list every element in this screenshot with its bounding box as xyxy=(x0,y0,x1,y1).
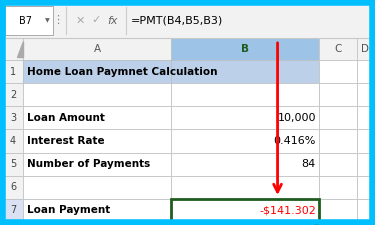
Text: 84: 84 xyxy=(302,159,316,169)
Bar xyxy=(171,83,319,106)
Bar xyxy=(319,129,357,153)
Bar xyxy=(23,129,171,153)
Bar xyxy=(319,38,357,60)
Text: ✓: ✓ xyxy=(92,16,100,25)
Text: A: A xyxy=(93,44,100,54)
Text: B7: B7 xyxy=(19,16,32,25)
Bar xyxy=(23,106,171,129)
Text: 4: 4 xyxy=(10,136,16,146)
Bar xyxy=(171,199,319,222)
Bar xyxy=(171,106,319,129)
Text: Loan Payment: Loan Payment xyxy=(27,205,110,215)
Bar xyxy=(23,199,171,222)
Bar xyxy=(3,38,372,60)
Bar xyxy=(3,60,23,83)
Text: ⋮: ⋮ xyxy=(53,16,63,25)
Bar xyxy=(171,60,319,83)
Text: 2: 2 xyxy=(10,90,16,100)
Text: Interest Rate: Interest Rate xyxy=(27,136,105,146)
Text: 10,000: 10,000 xyxy=(278,113,316,123)
Bar xyxy=(3,38,23,60)
Bar xyxy=(319,83,357,106)
Bar xyxy=(319,176,357,199)
Bar xyxy=(357,38,372,60)
Bar xyxy=(3,3,372,38)
Text: B: B xyxy=(241,44,249,54)
Bar xyxy=(171,129,319,153)
Bar xyxy=(171,199,319,222)
Bar xyxy=(319,153,357,176)
Bar xyxy=(3,83,23,106)
Bar xyxy=(3,129,23,153)
Bar xyxy=(319,106,357,129)
Bar xyxy=(171,176,319,199)
Bar xyxy=(3,153,23,176)
Text: Loan Amount: Loan Amount xyxy=(27,113,105,123)
Bar xyxy=(23,60,171,83)
Bar xyxy=(5,6,53,35)
Bar xyxy=(357,106,372,129)
Bar xyxy=(3,199,23,222)
Bar xyxy=(171,38,319,60)
Text: fx: fx xyxy=(107,16,117,25)
Bar xyxy=(23,153,171,176)
Text: =PMT(B4,B5,B3): =PMT(B4,B5,B3) xyxy=(131,16,223,25)
Bar xyxy=(314,220,319,225)
Bar xyxy=(357,129,372,153)
Bar xyxy=(357,176,372,199)
Bar xyxy=(23,176,171,199)
Bar xyxy=(3,3,372,38)
Bar xyxy=(357,60,372,83)
Text: 6: 6 xyxy=(10,182,16,192)
Text: 0.416%: 0.416% xyxy=(274,136,316,146)
Text: ▼: ▼ xyxy=(45,18,50,23)
Text: 5: 5 xyxy=(10,159,16,169)
Text: -$141.302: -$141.302 xyxy=(259,205,316,215)
Bar xyxy=(3,106,23,129)
Bar xyxy=(357,153,372,176)
Text: 7: 7 xyxy=(10,205,16,215)
Text: Home Loan Paymnet Calculation: Home Loan Paymnet Calculation xyxy=(27,67,218,76)
Bar xyxy=(319,60,357,83)
Text: ✕: ✕ xyxy=(75,16,85,25)
Bar xyxy=(171,153,319,176)
Text: D: D xyxy=(360,44,369,54)
Bar xyxy=(3,176,23,199)
Bar xyxy=(357,83,372,106)
Bar xyxy=(23,38,171,60)
Text: 3: 3 xyxy=(10,113,16,123)
Text: 1: 1 xyxy=(10,67,16,76)
Bar xyxy=(357,199,372,222)
Text: Number of Payments: Number of Payments xyxy=(27,159,150,169)
Text: C: C xyxy=(334,44,342,54)
Bar xyxy=(319,199,357,222)
Bar xyxy=(23,83,171,106)
Polygon shape xyxy=(17,41,23,57)
